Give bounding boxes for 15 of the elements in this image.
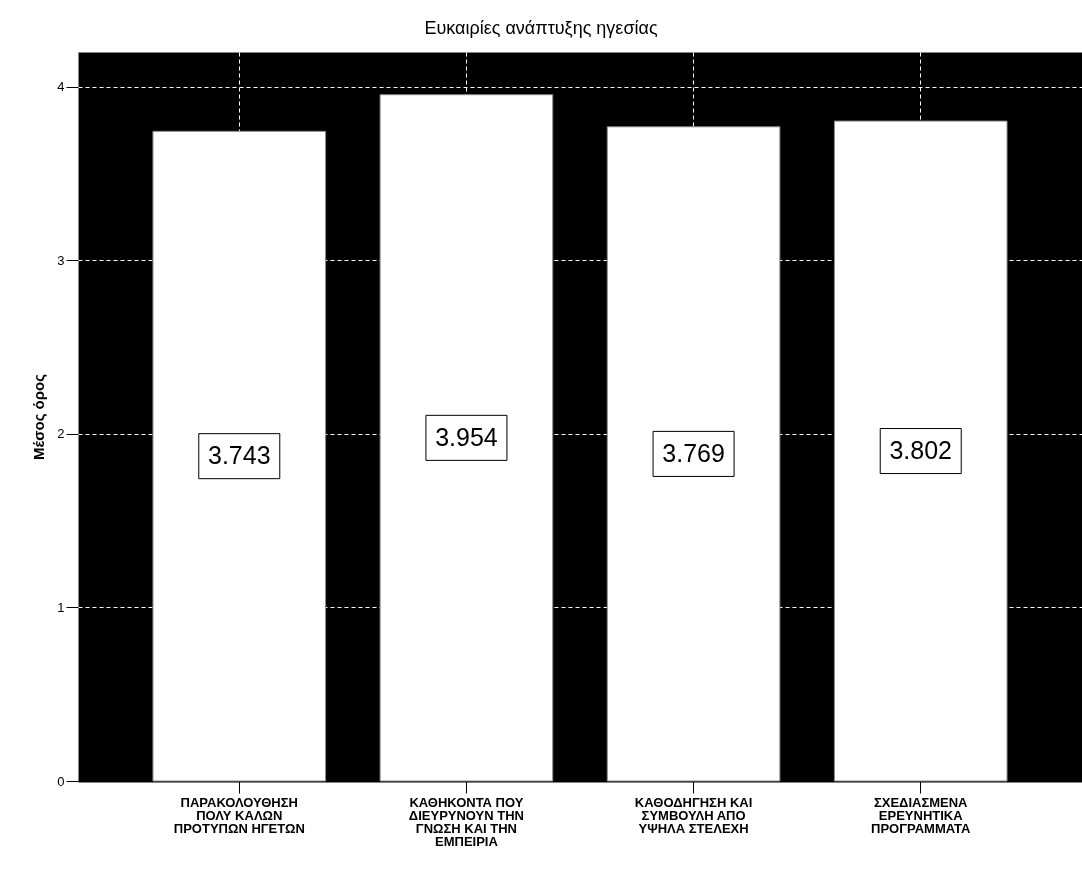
chart-title: Ευκαιρίες ανάπτυξης ηγεσίας [424,18,658,38]
y-tick-label: 4 [57,79,65,95]
data-label: 3.769 [662,438,725,467]
data-label: 3.802 [889,436,953,465]
x-tick-label: ΚΑΘΟΔΗΓΗΣΗ ΚΑΙ ΣΥΜΒΟΥΛΗ ΑΠΟ ΥΨΗΛΑ ΣΤΕΛΕΧΗ [634,794,753,836]
y-tick-label: 3 [57,252,65,268]
data-label: 3.743 [207,441,271,470]
y-tick-label: 2 [57,426,65,442]
data-label: 3.954 [435,422,498,451]
x-tick-label: ΚΑΘΗΚΟΝΤΑ ΠΟΥ ΔΙΕΥΡΥΝΟΥΝ ΤΗΝ ΓΝΩΣΗ ΚΑΙ ΤΗΝ ΕΜΠΕΙΡΙΑ [408,794,525,849]
x-tick-label: ΠΑΡΑΚΟΛΟΥΘΗΣΗ ΠΟΛΥ ΚΑΛΩΝ ΠΡΟΤΥΠΩΝ ΗΓΕΤΩΝ [173,794,305,836]
y-tick-label: 1 [57,599,65,615]
y-axis-title: Μέσος όρος [30,373,48,461]
x-tick-label: ΣΧΕΔΙΑΣΜΕΝΑ ΕΡΕΥΝΗΤΙΚΑ ΠΡΟΓΡΑΜΜΑΤΑ [871,794,972,836]
y-tick-label: 0 [57,773,65,789]
